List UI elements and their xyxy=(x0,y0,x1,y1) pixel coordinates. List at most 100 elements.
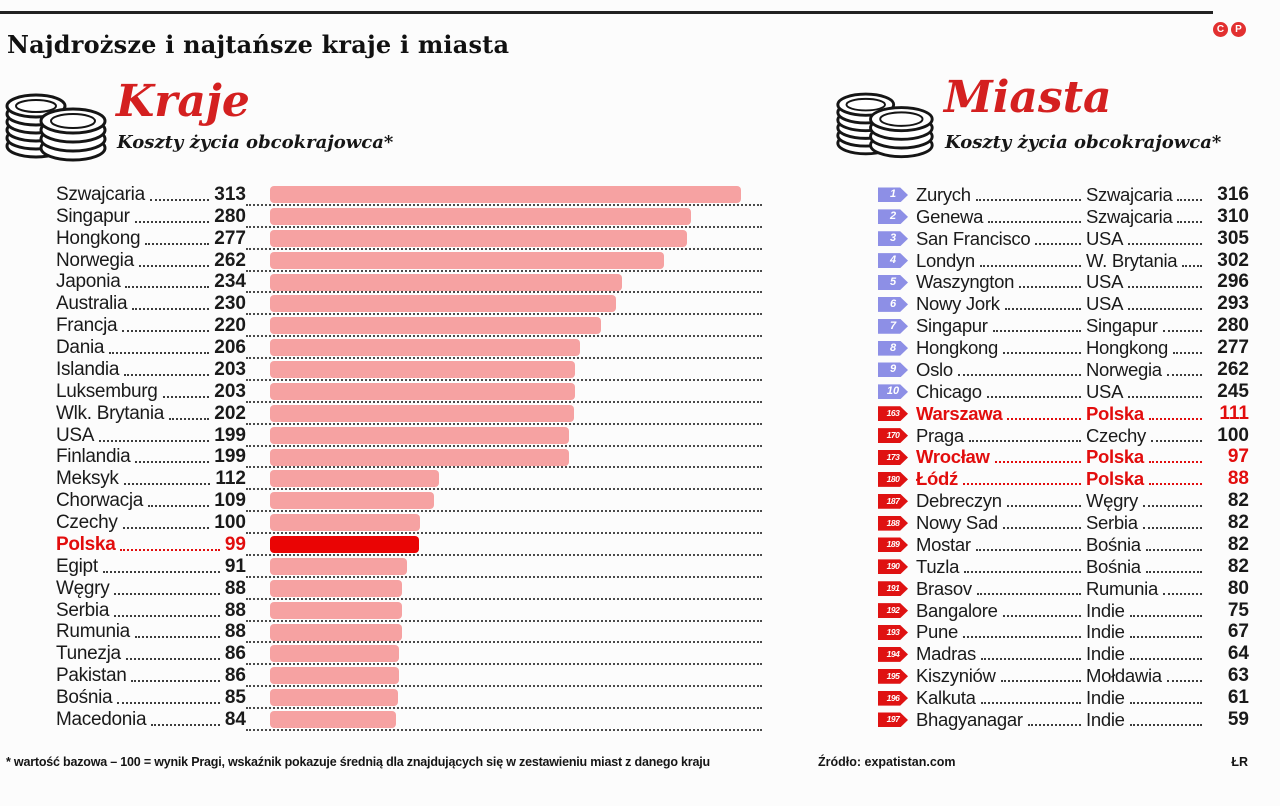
country-label-cell: Dania 206 xyxy=(56,337,246,359)
country-name: Indie xyxy=(1086,643,1125,665)
country-name: Meksyk xyxy=(56,468,119,490)
country-label-cell: Bośnia 85 xyxy=(56,687,246,709)
country-value: 86 xyxy=(224,643,246,665)
rank-badge: 5 xyxy=(878,274,908,290)
city-name: Bhagyanagar xyxy=(916,708,1023,730)
country-label-cell: Macedonia 84 xyxy=(56,709,246,731)
dot-leader xyxy=(120,543,220,551)
dot-leader xyxy=(1182,259,1202,267)
country-row: Norwegia 262 xyxy=(56,250,762,272)
dot-leader xyxy=(1148,412,1202,420)
dot-leader xyxy=(1162,324,1202,333)
dot-leader xyxy=(975,543,1081,551)
city-name: Nowy Jork xyxy=(916,293,1000,315)
city-row: 189 Mostar Bośnia 82 xyxy=(878,534,1249,556)
city-row: 196 Kalkuta Indie 61 xyxy=(878,687,1249,709)
country-name: Norwegia xyxy=(1086,358,1162,380)
value-bar xyxy=(270,404,574,422)
city-value: 67 xyxy=(1227,621,1249,643)
country-name: Indie xyxy=(1086,621,1125,643)
country-label-cell: Islandia 203 xyxy=(56,359,246,381)
country-cell: Szwajcaria xyxy=(1086,184,1207,206)
rank-badge: 187 xyxy=(878,493,908,509)
dot-leader xyxy=(148,499,210,508)
country-name: Hongkong xyxy=(56,227,141,249)
country-cell: Serbia xyxy=(1086,512,1207,534)
city-value: 82 xyxy=(1227,555,1249,577)
rank-badge: 3 xyxy=(878,231,908,247)
city-row: 163 Warszawa Polska 111 xyxy=(878,403,1249,425)
rank-badge: 193 xyxy=(878,624,908,640)
country-value: 313 xyxy=(214,183,246,205)
city-row: 197 Bhagyanagar Indie 59 xyxy=(878,709,1249,731)
country-name: Japonia xyxy=(56,271,121,293)
countries-bar-chart: Szwajcaria 313 Singapur 280 Hongkong 277 Norwe… xyxy=(56,184,762,731)
country-cell: Czechy xyxy=(1086,425,1207,447)
dot-leader xyxy=(1004,302,1081,311)
dot-leader xyxy=(1002,346,1081,354)
dot-leader xyxy=(123,477,211,486)
city-name: Londyn xyxy=(916,249,975,271)
city-value: 111 xyxy=(1219,402,1249,424)
country-label-cell: Singapur 280 xyxy=(56,206,246,228)
city-name: Pune xyxy=(916,621,959,643)
country-value: 112 xyxy=(215,468,246,490)
country-label-cell: Wlk. Brytania 202 xyxy=(56,403,246,425)
dot-leader xyxy=(975,193,1081,201)
dot-leader xyxy=(145,237,210,245)
value-bar xyxy=(270,361,575,378)
country-value: 199 xyxy=(214,424,246,446)
country-label-cell: Serbia 88 xyxy=(56,600,246,622)
country-row: Bośnia 85 xyxy=(56,687,762,709)
dot-leader xyxy=(980,652,1081,661)
country-row: Czechy 100 xyxy=(56,512,762,534)
country-label-cell: Węgry 88 xyxy=(56,578,246,600)
city-name: San Francisco xyxy=(916,227,1031,249)
bar-track xyxy=(246,184,762,206)
country-label-cell: Chorwacja 109 xyxy=(56,490,246,512)
country-cell: Rumunia xyxy=(1086,578,1207,600)
dot-leader xyxy=(99,434,210,442)
city-cell: Nowy Jork xyxy=(916,293,1086,315)
city-value: 88 xyxy=(1227,468,1249,490)
dot-leader xyxy=(1128,302,1202,311)
top-rule xyxy=(0,11,1213,14)
dot-leader xyxy=(125,652,220,661)
city-cell: Nowy Sad xyxy=(916,512,1086,534)
country-row: Islandia 203 xyxy=(56,359,762,381)
country-name: Bośnia xyxy=(56,687,113,709)
city-cell: Londyn xyxy=(916,250,1086,272)
bar-track xyxy=(246,272,762,294)
value-bar xyxy=(270,667,399,685)
city-cell: Łódź xyxy=(916,468,1086,490)
dot-leader xyxy=(1177,193,1202,201)
country-name: Szwajcaria xyxy=(1086,205,1173,227)
dot-leader xyxy=(1166,368,1202,376)
value-bar xyxy=(270,251,664,269)
country-cell: Hongkong xyxy=(1086,337,1207,359)
dot-leader xyxy=(114,587,220,595)
country-name: Indie xyxy=(1086,599,1125,621)
dot-leader xyxy=(117,696,220,704)
city-value: 64 xyxy=(1227,643,1249,665)
city-name: Brasov xyxy=(916,577,972,599)
country-name: Singapur xyxy=(1086,315,1158,337)
country-value: 109 xyxy=(214,490,246,512)
dot-leader xyxy=(149,193,210,201)
country-name: Mołdawia xyxy=(1086,665,1162,687)
bar-track xyxy=(246,556,762,578)
country-value: 86 xyxy=(224,665,246,687)
bar-track xyxy=(246,622,762,644)
country-row: Chorwacja 109 xyxy=(56,490,762,513)
city-row: 190 Tuzla Bośnia 82 xyxy=(878,556,1249,578)
country-row: USA 199 xyxy=(56,425,762,447)
bar-track xyxy=(246,381,762,403)
country-value: 262 xyxy=(214,249,246,271)
bar-track xyxy=(246,665,762,688)
dot-leader xyxy=(169,412,210,420)
country-name: Polska xyxy=(1086,446,1144,468)
logo-p-icon: P xyxy=(1231,22,1246,37)
bar-track xyxy=(246,534,762,556)
dot-leader xyxy=(1128,237,1202,245)
country-label-cell: Egipt 91 xyxy=(56,556,246,578)
